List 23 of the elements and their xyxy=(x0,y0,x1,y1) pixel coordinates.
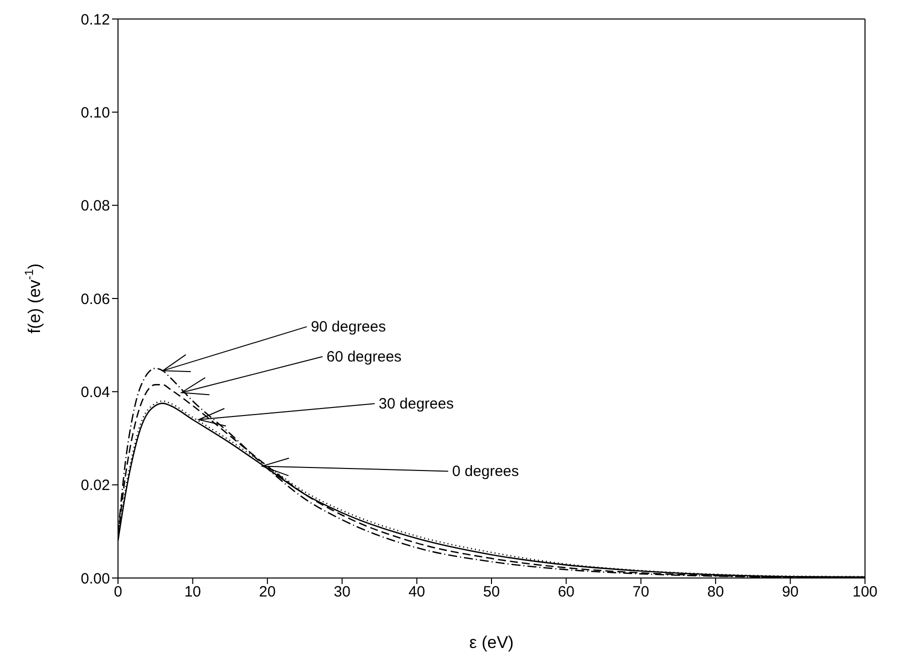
annotation: 60 degrees xyxy=(326,348,402,366)
x-tick-label: 0 xyxy=(114,584,122,601)
x-tick-label: 100 xyxy=(852,584,878,601)
y-tick-label: 0.06 xyxy=(80,290,110,308)
y-tick-label: 0.12 xyxy=(80,11,110,28)
x-axis-title: ε (eV) xyxy=(469,633,514,652)
x-tick-label: 50 xyxy=(483,584,500,601)
x-tick-label: 70 xyxy=(632,584,650,601)
annotation: 30 degrees xyxy=(378,396,454,413)
annotation: 90 degrees xyxy=(310,318,386,336)
x-tick-label: 80 xyxy=(707,584,724,601)
x-tick-label: 40 xyxy=(408,584,426,601)
y-tick-label: 0.04 xyxy=(80,384,110,401)
y-tick-label: 0.08 xyxy=(80,198,110,215)
y-tick-label: 0.10 xyxy=(80,104,110,122)
x-tick-label: 90 xyxy=(782,584,799,601)
y-tick-label: 0.02 xyxy=(80,477,110,494)
x-tick-label: 30 xyxy=(334,584,350,601)
annotation: 0 degrees xyxy=(452,463,519,480)
x-tick-label: 10 xyxy=(184,584,202,601)
x-tick-label: 60 xyxy=(558,584,575,601)
x-tick-label: 20 xyxy=(259,584,276,601)
y-tick-label: 0.00 xyxy=(80,570,110,588)
